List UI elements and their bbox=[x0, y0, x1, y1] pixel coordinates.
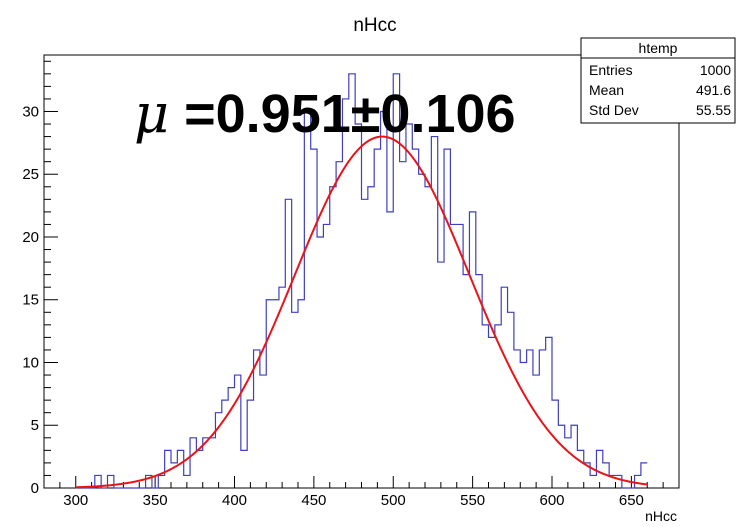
histogram-bar bbox=[400, 162, 406, 488]
histogram-series bbox=[82, 73, 648, 489]
histogram-bar bbox=[381, 111, 387, 488]
histogram-bar bbox=[374, 149, 380, 488]
histogram-bar bbox=[285, 199, 291, 488]
histogram-bar bbox=[406, 124, 412, 488]
stats-box: htemp Entries 1000 Mean 491.6 Std Dev 55… bbox=[580, 37, 736, 124]
histogram-bar bbox=[552, 400, 558, 488]
histogram-bar bbox=[235, 375, 241, 488]
stats-mean-label: Mean bbox=[589, 82, 624, 98]
histogram-bar bbox=[457, 224, 463, 488]
histogram-bar bbox=[342, 99, 348, 488]
mu-symbol: μ bbox=[134, 82, 169, 145]
histogram-bar bbox=[241, 450, 247, 488]
histogram-bar bbox=[222, 400, 228, 488]
histogram-bar bbox=[412, 149, 418, 488]
histogram-bar bbox=[387, 212, 393, 488]
y-tick-label: 0 bbox=[31, 480, 39, 497]
x-tick-label: 450 bbox=[301, 492, 326, 509]
histogram-bar bbox=[425, 187, 431, 488]
histogram-bar bbox=[444, 149, 450, 488]
histogram-bar bbox=[558, 425, 564, 488]
histogram-bar bbox=[419, 174, 425, 488]
histogram-bar bbox=[438, 262, 444, 488]
histogram-bar bbox=[469, 212, 475, 488]
x-tick-label: 300 bbox=[63, 492, 88, 509]
histogram-bar bbox=[317, 237, 323, 488]
gaussian-fit-curve bbox=[75, 135, 648, 489]
histogram-bar bbox=[508, 312, 514, 488]
y-tick-label: 5 bbox=[31, 417, 39, 434]
x-tick-label: 500 bbox=[381, 492, 406, 509]
x-tick-label: 600 bbox=[539, 492, 564, 509]
stats-box-title: htemp bbox=[639, 40, 678, 56]
histogram-bar bbox=[298, 300, 304, 488]
y-tick-label: 15 bbox=[22, 292, 39, 309]
fit-annotation: μ =0.951±0.106 bbox=[134, 82, 516, 145]
y-tick-label: 20 bbox=[22, 229, 39, 246]
chart-title: nHcc bbox=[353, 15, 396, 36]
histogram-bar bbox=[330, 187, 336, 488]
histogram-bar bbox=[254, 350, 260, 488]
histogram-bar bbox=[355, 124, 361, 488]
histogram-outline bbox=[82, 73, 648, 489]
stats-stddev-label: Std Dev bbox=[589, 102, 639, 118]
histogram-bar bbox=[514, 350, 520, 488]
y-tick-label: 30 bbox=[22, 103, 39, 120]
histogram-bar bbox=[158, 475, 164, 488]
x-axis-title: nHcc bbox=[645, 508, 677, 524]
fit-annotation-value: =0.951±0.106 bbox=[169, 84, 515, 144]
y-tick-label: 25 bbox=[22, 166, 39, 183]
histogram-bar bbox=[362, 199, 368, 488]
histogram-bar bbox=[476, 275, 482, 488]
y-tick-label: 10 bbox=[22, 354, 39, 371]
stats-box-frame bbox=[580, 37, 736, 124]
y-axis: 0 5 10 15 20 25 30 bbox=[22, 60, 58, 497]
histogram-bar bbox=[260, 375, 266, 488]
histogram-bar bbox=[463, 275, 469, 488]
histogram-bar bbox=[190, 438, 196, 488]
x-tick-label: 650 bbox=[619, 492, 644, 509]
histogram-bar bbox=[279, 287, 285, 488]
histogram-bar bbox=[527, 350, 533, 488]
histogram-bar bbox=[368, 187, 374, 488]
histogram-bar bbox=[177, 450, 183, 488]
histogram-bar bbox=[635, 475, 641, 488]
histogram-bar bbox=[482, 325, 488, 488]
histogram-bar bbox=[501, 287, 507, 488]
stats-mean-value: 491.6 bbox=[696, 82, 731, 98]
histogram-bar bbox=[292, 312, 298, 488]
histogram-bar bbox=[228, 388, 234, 488]
histogram-bar bbox=[450, 224, 456, 488]
stats-entries-value: 1000 bbox=[700, 62, 731, 78]
histogram-bar bbox=[247, 400, 253, 488]
stats-entries-label: Entries bbox=[589, 62, 633, 78]
x-tick-label: 550 bbox=[460, 492, 485, 509]
histogram-bar bbox=[577, 450, 583, 488]
histogram-bar bbox=[304, 111, 310, 488]
histogram-bar bbox=[520, 362, 526, 488]
histogram-bar bbox=[565, 438, 571, 488]
x-tick-label: 400 bbox=[222, 492, 247, 509]
stats-stddev-value: 55.55 bbox=[696, 102, 731, 118]
histogram-bar bbox=[616, 475, 622, 488]
histogram-bar bbox=[546, 337, 552, 488]
histogram-bar bbox=[336, 162, 342, 488]
x-tick-label: 350 bbox=[143, 492, 168, 509]
histogram-bar bbox=[323, 224, 329, 488]
histogram-bar bbox=[533, 375, 539, 488]
histogram-bar bbox=[209, 438, 215, 488]
histogram-bar bbox=[590, 475, 596, 488]
histogram-bar bbox=[196, 450, 202, 488]
histogram-bar bbox=[489, 337, 495, 488]
histogram-bar bbox=[311, 149, 317, 488]
